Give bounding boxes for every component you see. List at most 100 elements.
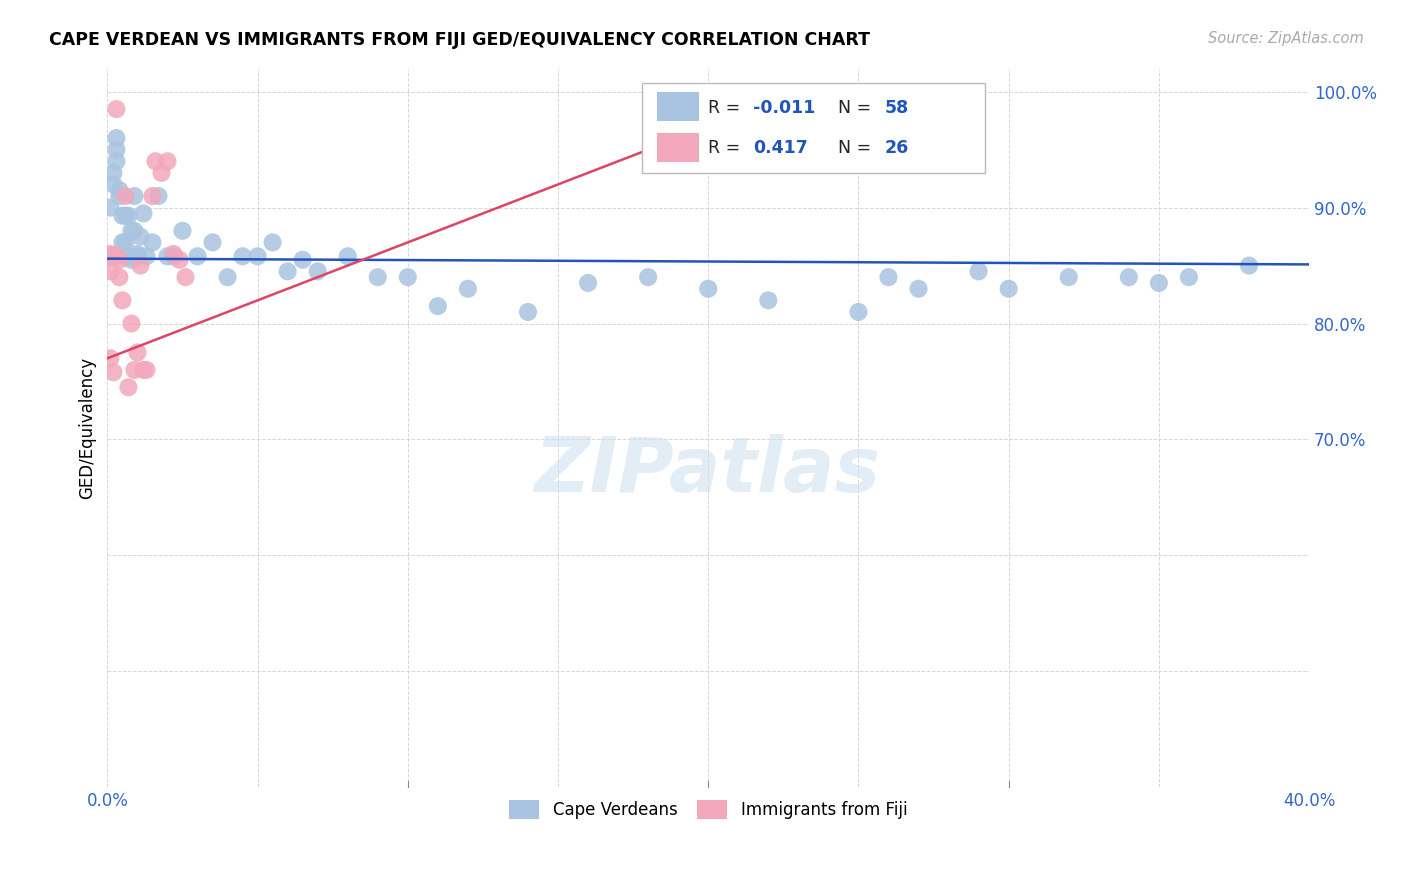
Point [141,189,163,203]
Point [120,252,142,267]
Point [114,209,136,223]
Point [277,264,299,278]
Point [148,189,170,203]
Point [135,363,157,377]
Point [117,249,139,263]
Point [517,305,540,319]
Point [262,235,284,250]
Text: Source: ZipAtlas.com: Source: ZipAtlas.com [1208,31,1364,46]
Point [100,201,122,215]
Text: R =: R = [709,99,747,117]
Point [105,102,128,116]
Point [576,276,599,290]
Legend: Cape Verdeans, Immigrants from Fiji: Cape Verdeans, Immigrants from Fiji [502,793,914,826]
Point [108,183,131,197]
Point [174,270,197,285]
Point [877,270,900,285]
Point [150,166,173,180]
Point [120,317,142,331]
Point [336,249,359,263]
Point [105,154,128,169]
Text: CAPE VERDEAN VS IMMIGRANTS FROM FIJI GED/EQUIVALENCY CORRELATION CHART: CAPE VERDEAN VS IMMIGRANTS FROM FIJI GED… [49,31,870,49]
Point [697,282,720,296]
Point [100,249,122,263]
Point [156,249,179,263]
Point [132,363,155,377]
Point [108,189,131,203]
Point [756,293,779,308]
Point [111,209,134,223]
Bar [643,83,984,173]
Point [108,270,131,285]
Point [127,249,149,263]
Point [246,249,269,263]
Bar [657,92,699,120]
Point [103,166,125,180]
Point [120,224,142,238]
Point [1237,259,1260,273]
Point [156,154,179,169]
Bar [657,133,699,162]
Point [127,247,149,261]
Point [997,282,1019,296]
Point [1057,270,1080,285]
Point [162,247,184,261]
Point [111,293,134,308]
Point [108,252,131,267]
Point [848,305,870,319]
Text: ZIPatlas: ZIPatlas [536,434,882,508]
Point [100,264,122,278]
Text: 0.417: 0.417 [752,138,807,157]
Point [100,247,122,261]
Point [114,189,136,203]
Point [1147,276,1170,290]
Point [967,264,990,278]
Point [169,252,191,267]
Point [201,235,224,250]
Text: 26: 26 [884,138,910,157]
Text: 58: 58 [884,99,910,117]
Point [117,209,139,223]
Point [124,224,146,238]
Point [105,131,128,145]
Point [1178,270,1201,285]
Point [141,235,163,250]
Point [457,282,479,296]
Point [124,363,146,377]
Point [367,270,389,285]
Y-axis label: GED/Equivalency: GED/Equivalency [79,357,96,499]
Point [172,224,194,238]
Point [396,270,419,285]
Point [103,249,125,263]
Point [117,380,139,394]
Text: R =: R = [709,138,747,157]
Point [111,235,134,250]
Point [127,345,149,359]
Text: -0.011: -0.011 [752,99,815,117]
Point [100,351,122,366]
Point [103,365,125,379]
Point [135,249,157,263]
Point [291,252,314,267]
Point [162,249,184,263]
Point [105,249,128,263]
Point [114,235,136,250]
Point [145,154,167,169]
Point [217,270,239,285]
Point [105,143,128,157]
Point [186,249,208,263]
Point [132,206,155,220]
Text: N =: N = [838,138,877,157]
Point [907,282,929,296]
Point [637,270,659,285]
Point [124,189,146,203]
Point [129,259,152,273]
Point [103,249,125,263]
Point [232,249,254,263]
Point [307,264,329,278]
Point [1118,270,1140,285]
Point [129,229,152,244]
Text: N =: N = [838,99,877,117]
Point [103,178,125,192]
Point [426,299,449,313]
